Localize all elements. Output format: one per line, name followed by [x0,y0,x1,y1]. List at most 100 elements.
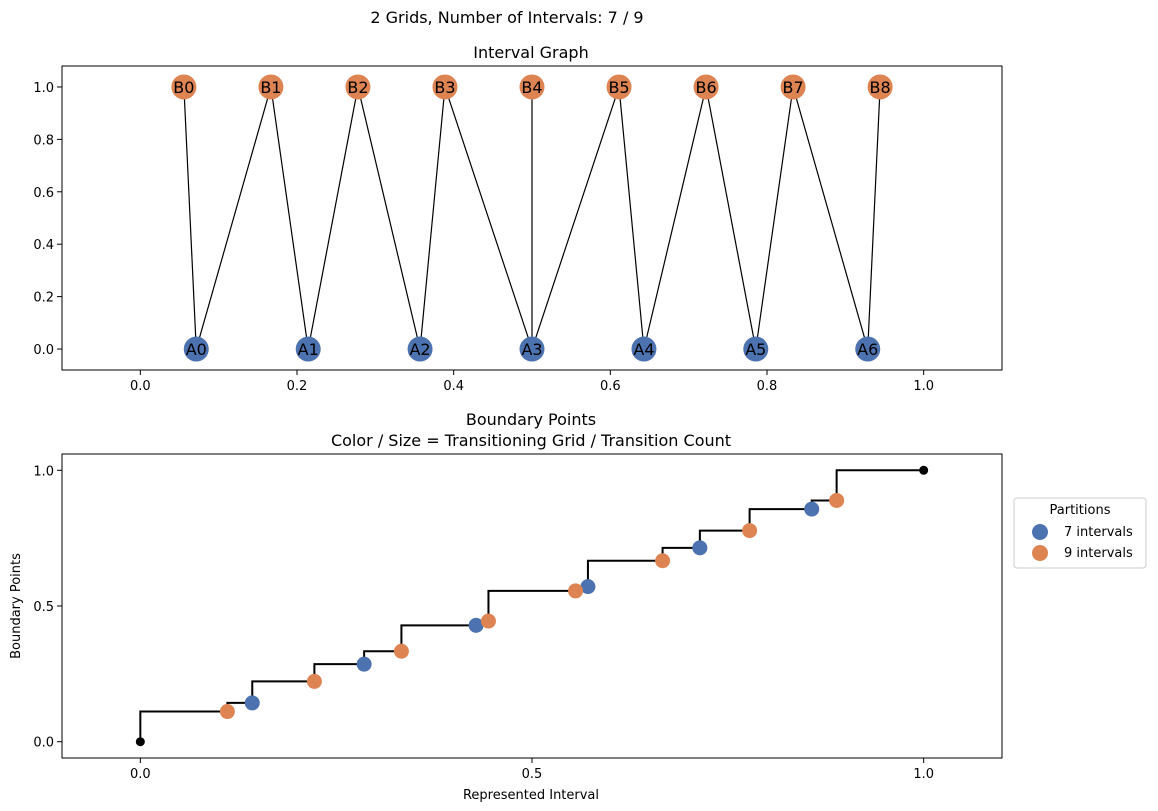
node-b7 [780,74,806,100]
node-label-a3: A3 [521,340,542,359]
node-b6 [693,74,719,100]
node-label-b7: B7 [783,78,804,97]
boundary-point-7-intervals-1 [356,656,372,672]
node-label-a1: A1 [298,340,319,359]
boundary-point-7-intervals-5 [804,501,820,517]
node-a3 [519,336,545,362]
edge-b7-a6 [792,86,869,350]
p1-ytick-label: 0.0 [33,343,54,358]
node-b5 [606,74,632,100]
p1-ytick-label: 0.4 [33,238,54,253]
node-label-b0: B0 [173,78,194,97]
partitions-legend: Partitions 7 intervals 9 intervals [1013,497,1147,569]
edge-a6-b8 [867,86,881,350]
node-label-b6: B6 [695,78,716,97]
node-a6 [855,336,881,362]
node-label-a4: A4 [633,340,654,359]
node-a4 [631,336,657,362]
node-label-a2: A2 [409,340,430,359]
p1-ytick-label: 0.8 [33,133,54,148]
edge-b0-a0 [183,86,197,350]
interval-graph-x-ticks: 0.0 0.2 0.4 0.6 0.8 1.0 [130,370,934,394]
p2-ytick-label: 0.0 [33,736,54,751]
node-label-a6: A6 [857,340,878,359]
legend-label-7-intervals: 7 intervals [1064,525,1133,540]
edge-b1-a1 [270,86,309,350]
boundary-point-9-intervals-4 [568,583,584,599]
p1-xtick-label: 0.8 [757,379,778,394]
edge-a3-b5 [531,86,620,350]
p2-ytick-label: 0.5 [33,600,54,615]
node-b8 [867,74,893,100]
edge-b5-a4 [618,86,645,350]
edge-b2-a2 [357,86,421,350]
p2-xtick-label: 1.0 [913,767,934,782]
interval-graph-title: Interval Graph [473,43,588,62]
edge-a1-b2 [307,86,359,350]
boundary-points-subtitle: Color / Size = Transitioning Grid / Tran… [331,431,731,450]
node-b0 [171,74,197,100]
edge-a4-b6 [643,86,707,350]
boundary-point-9-intervals-7 [829,492,845,508]
edge-a5-b7 [755,86,794,350]
p1-xtick-label: 0.0 [130,379,151,394]
p1-ytick-label: 1.0 [33,81,54,96]
legend-marker-9-intervals [1032,545,1048,561]
p2-xtick-label: 0.5 [522,767,543,782]
boundary-point-7-intervals-2 [468,617,484,633]
node-label-b3: B3 [434,78,455,97]
p1-ytick-label: 0.6 [33,186,54,201]
boundary-point-9-intervals-5 [655,553,671,569]
p1-xtick-label: 1.0 [913,379,934,394]
endpoint-marker-0 [135,737,145,747]
boundary-point-7-intervals-0 [244,695,260,711]
boundary-point-7-intervals-3 [580,579,596,595]
node-label-a0: A0 [186,340,207,359]
interval-graph-nodes: A0 A1 A2 A3 A4 A5 A6 B0 B1 B2 B3 B4 B5 B6 B7 B8 [171,74,893,362]
p2-ytick-label: 1.0 [33,464,54,479]
node-a0 [183,336,209,362]
boundary-step-line [139,469,924,742]
boundary-point-9-intervals-2 [393,643,409,659]
boundary-point-9-intervals-0 [219,704,235,720]
node-a5 [743,336,769,362]
node-label-a5: A5 [745,340,766,359]
interval-graph-y-ticks: 0.0 0.2 0.4 0.6 0.8 1.0 [33,81,62,358]
legend-title: Partitions [1050,503,1111,518]
endpoint-marker-1 [919,465,929,475]
node-label-b4: B4 [521,78,542,97]
node-b4 [519,74,545,100]
p1-ytick-label: 0.2 [33,291,54,306]
boundary-points-x-label: Represented Interval [463,788,599,803]
legend-marker-7-intervals [1032,524,1048,540]
boundary-points-x-ticks: 0.0 0.5 1.0 [130,758,934,782]
boundary-endpoints [135,465,929,747]
interval-graph-edges [183,86,881,350]
node-a2 [407,336,433,362]
node-label-b8: B8 [870,78,891,97]
legend-label-9-intervals: 9 intervals [1064,546,1133,561]
node-b2 [345,74,371,100]
edge-a0-b1 [195,86,272,350]
boundary-point-9-intervals-6 [742,523,758,539]
edge-a2-b3 [419,86,446,350]
interval-graph-axes-frame [61,65,1003,371]
edge-b6-a5 [705,86,757,350]
figure-suptitle: 2 Grids, Number of Intervals: 7 / 9 [370,8,643,27]
interval-graph-panel: Interval Graph A0 A1 A2 A3 A4 A5 A6 B0 B1 B2 B3 B4 B… [33,43,1003,394]
node-label-b2: B2 [347,78,368,97]
node-label-b1: B1 [260,78,281,97]
p1-xtick-label: 0.4 [443,379,464,394]
node-b3 [432,74,458,100]
edge-b3-a3 [444,86,533,350]
node-label-b5: B5 [608,78,629,97]
p1-xtick-label: 0.6 [600,379,621,394]
boundary-point-9-intervals-1 [306,673,322,689]
boundary-point-9-intervals-3 [480,613,496,629]
boundary-points [219,492,845,720]
node-b1 [258,74,284,100]
p2-xtick-label: 0.0 [130,767,151,782]
boundary-points-y-label: Boundary Points [9,553,24,659]
boundary-point-7-intervals-4 [692,540,708,556]
